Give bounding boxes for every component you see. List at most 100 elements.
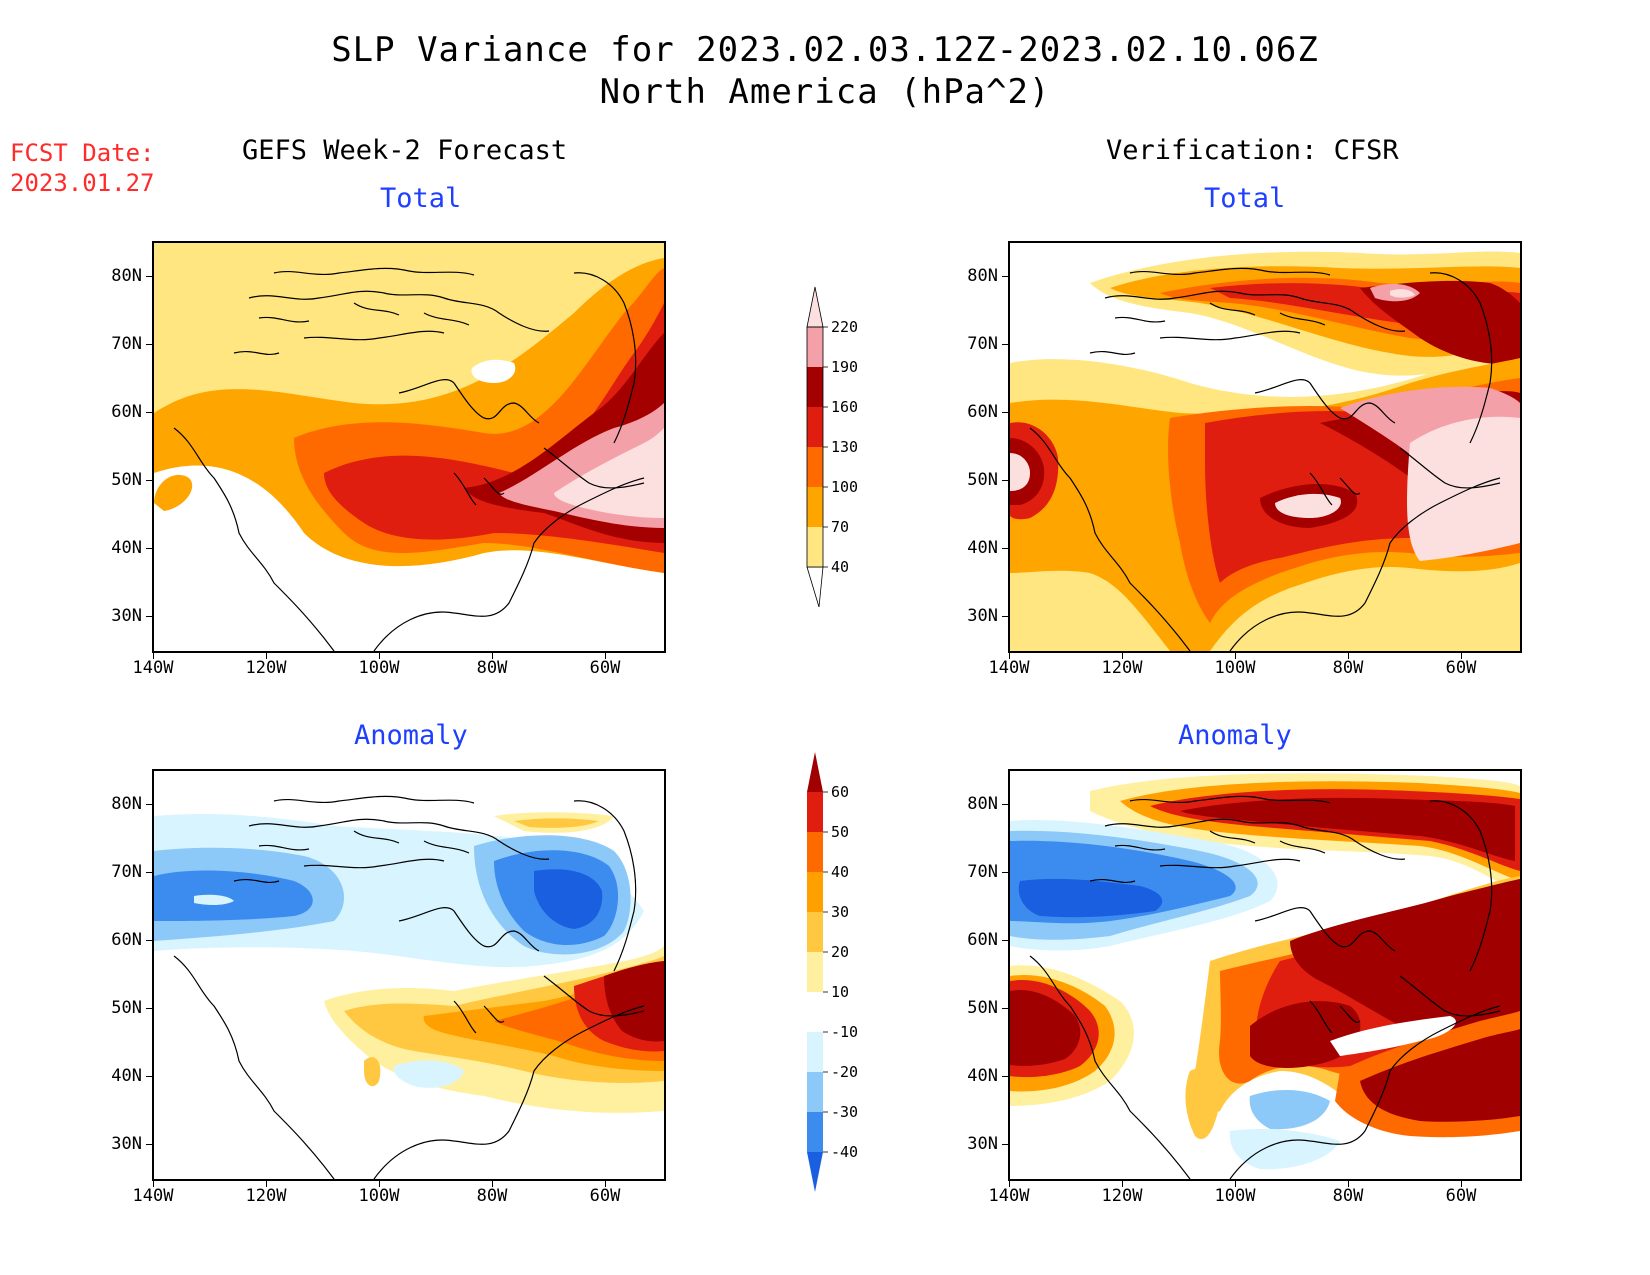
- lon-tick: [492, 1179, 493, 1187]
- colorbar-anomaly-label: 50: [831, 823, 849, 841]
- colorbar-total-label: 100: [831, 478, 858, 496]
- lat-tick: [146, 804, 154, 805]
- total-colorbar: 40 70 100 130 160 190 220: [795, 282, 885, 616]
- lat-label: 60N: [967, 930, 998, 950]
- colorbar-anomaly-swatch: [807, 1072, 823, 1112]
- anomaly-colorbar: -40 -30 -20 -10 10 20 30 40 50 60: [795, 752, 885, 1216]
- lat-label: 40N: [111, 1066, 142, 1086]
- lat-label: 30N: [111, 606, 142, 626]
- colorbar-anomaly-label: -40: [831, 1143, 858, 1161]
- lat-tick: [1002, 276, 1010, 277]
- lon-label: 60W: [1445, 1186, 1477, 1206]
- lon-label: 140W: [132, 1186, 174, 1206]
- lon-tick: [1009, 1179, 1010, 1187]
- lat-tick: [146, 940, 154, 941]
- lat-label: 50N: [111, 470, 142, 490]
- verification-anomaly-label: Anomaly: [1178, 720, 1292, 751]
- fcst-date-value: 2023.01.27: [10, 169, 155, 197]
- lon-tick: [266, 651, 267, 659]
- colorbar-anomaly-label: -10: [831, 1023, 858, 1041]
- verification-total-label: Total: [1204, 183, 1286, 214]
- lon-tick: [1348, 651, 1349, 659]
- lat-label: 50N: [967, 470, 998, 490]
- lon-tick: [1009, 651, 1010, 659]
- lon-label: 120W: [1101, 658, 1143, 678]
- lon-label: 140W: [988, 1186, 1030, 1206]
- lat-tick: [1002, 804, 1010, 805]
- colorbar-anomaly-upper-cap: [807, 752, 823, 792]
- fcst-date-block: FCST Date: 2023.01.27: [10, 138, 155, 198]
- lon-tick: [1122, 651, 1123, 659]
- lat-tick: [1002, 616, 1010, 617]
- lat-tick: [146, 1076, 154, 1077]
- lat-tick: [146, 616, 154, 617]
- lat-label: 30N: [967, 606, 998, 626]
- lat-label: 60N: [111, 930, 142, 950]
- verification-column-title: Verification: CFSR: [1106, 135, 1399, 166]
- lat-tick: [146, 1008, 154, 1009]
- lat-label: 30N: [111, 1134, 142, 1154]
- lon-tick: [379, 651, 380, 659]
- colorbar-anomaly-lower-cap: [807, 1152, 823, 1192]
- verification-total-map: [1008, 241, 1522, 653]
- forecast-total-label: Total: [380, 183, 462, 214]
- colorbar-anomaly-label: -30: [831, 1103, 858, 1121]
- colorbar-total-swatch: [807, 527, 823, 567]
- forecast-total-map: [152, 241, 666, 653]
- lat-label: 60N: [967, 402, 998, 422]
- lat-tick: [1002, 548, 1010, 549]
- colorbar-anomaly-swatch: [807, 872, 823, 912]
- lon-label: 140W: [132, 658, 174, 678]
- lat-tick: [1002, 412, 1010, 413]
- lat-tick: [146, 1144, 154, 1145]
- forecast-anomaly-label: Anomaly: [354, 720, 468, 751]
- lon-label: 80W: [1332, 1186, 1364, 1206]
- lat-label: 40N: [967, 538, 998, 558]
- colorbar-total-upper-cap: [806, 286, 824, 328]
- lon-label: 100W: [358, 658, 400, 678]
- lat-tick: [1002, 1144, 1010, 1145]
- lon-label: 120W: [245, 658, 287, 678]
- lat-tick: [1002, 480, 1010, 481]
- fcst-date-label: FCST Date:: [10, 139, 155, 167]
- colorbar-total-lower-cap: [806, 566, 824, 608]
- lat-label: 70N: [111, 334, 142, 354]
- lon-tick: [153, 651, 154, 659]
- colorbar-anomaly-swatch: [807, 1032, 823, 1072]
- colorbar-anomaly-label: 60: [831, 783, 849, 801]
- lon-label: 60W: [589, 1186, 621, 1206]
- lat-tick: [1002, 344, 1010, 345]
- lon-tick: [492, 651, 493, 659]
- lat-label: 70N: [967, 862, 998, 882]
- lat-tick: [1002, 940, 1010, 941]
- lon-tick: [1461, 1179, 1462, 1187]
- colorbar-total-swatch: [807, 407, 823, 447]
- lat-tick: [1002, 1076, 1010, 1077]
- lat-label: 60N: [111, 402, 142, 422]
- lon-label: 80W: [476, 1186, 508, 1206]
- lon-tick: [379, 1179, 380, 1187]
- colorbar-anomaly-label: -20: [831, 1063, 858, 1081]
- lat-tick: [146, 480, 154, 481]
- lon-label: 60W: [1445, 658, 1477, 678]
- lat-tick: [146, 344, 154, 345]
- colorbar-total-label: 40: [831, 558, 849, 576]
- lat-label: 50N: [111, 998, 142, 1018]
- colorbar-total-swatch: [807, 447, 823, 487]
- lat-tick: [1002, 872, 1010, 873]
- colorbar-anomaly-label: 20: [831, 943, 849, 961]
- lon-tick: [153, 1179, 154, 1187]
- main-title: SLP Variance for 2023.02.03.12Z-2023.02.…: [331, 30, 1319, 70]
- lon-label: 100W: [1214, 658, 1256, 678]
- colorbar-total-label: 190: [831, 358, 858, 376]
- lat-label: 70N: [111, 862, 142, 882]
- lon-tick: [605, 1179, 606, 1187]
- colorbar-anomaly-label: 30: [831, 903, 849, 921]
- lon-label: 80W: [1332, 658, 1364, 678]
- lon-tick: [266, 1179, 267, 1187]
- lon-tick: [1235, 1179, 1236, 1187]
- lat-tick: [146, 276, 154, 277]
- lat-label: 50N: [967, 998, 998, 1018]
- lon-label: 100W: [1214, 1186, 1256, 1206]
- forecast-column-title: GEFS Week-2 Forecast: [242, 135, 568, 166]
